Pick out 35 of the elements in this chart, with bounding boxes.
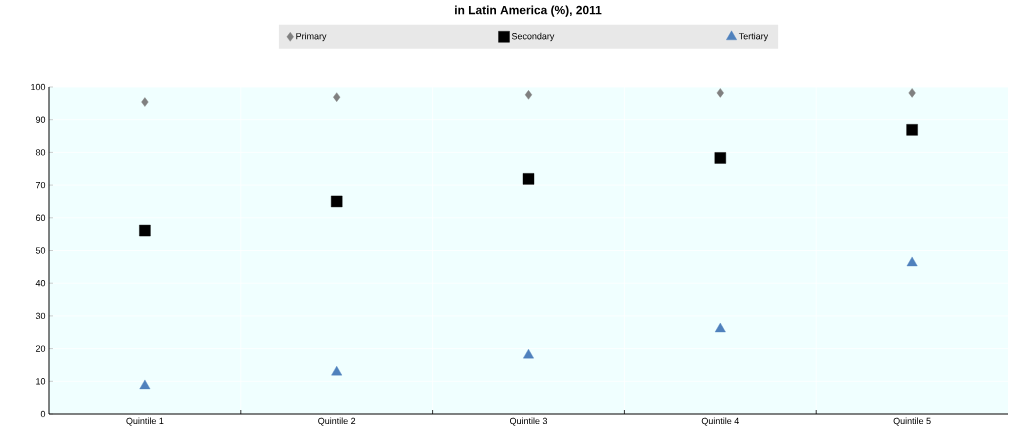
y-tick-label: 10 — [36, 378, 46, 385]
legend-label: Secondary — [511, 32, 555, 42]
x-tick-label: Quintile 3 — [509, 417, 548, 426]
point — [908, 88, 916, 98]
point — [714, 152, 726, 164]
point — [906, 124, 918, 136]
y-tick-label: 80 — [35, 149, 46, 156]
y-tick-label: 20 — [35, 345, 46, 352]
legend-label: Tertiary — [738, 32, 769, 42]
y-tick-label: 60 — [35, 214, 46, 221]
y-tick-label: 70 — [35, 181, 46, 189]
y-tick-label: 0 — [40, 410, 46, 418]
y-tick-label: 100 — [31, 83, 46, 91]
y-tick-label: 30 — [35, 312, 46, 320]
point — [906, 256, 918, 267]
point — [139, 224, 151, 237]
x-tick-label: Quintile 1 — [126, 417, 164, 426]
point — [716, 88, 724, 98]
point — [524, 90, 533, 100]
x-tick-label: Quintile 4 — [701, 417, 739, 426]
point — [141, 97, 149, 107]
y-tick-label: 40 — [35, 280, 46, 287]
legend-label: Primary — [296, 32, 327, 42]
point — [522, 173, 535, 185]
point — [714, 322, 726, 333]
point — [331, 195, 343, 208]
chart-title: in Latin America (%), 2011 — [455, 5, 602, 17]
y-tick-label: 50 — [35, 247, 46, 254]
y-tick-label: 90 — [35, 116, 46, 123]
point — [139, 379, 151, 390]
x-tick-label: Quintile 5 — [893, 417, 931, 426]
x-tick-label: Quintile 2 — [318, 417, 356, 426]
point — [523, 348, 534, 359]
point — [331, 365, 343, 376]
point — [333, 92, 341, 102]
